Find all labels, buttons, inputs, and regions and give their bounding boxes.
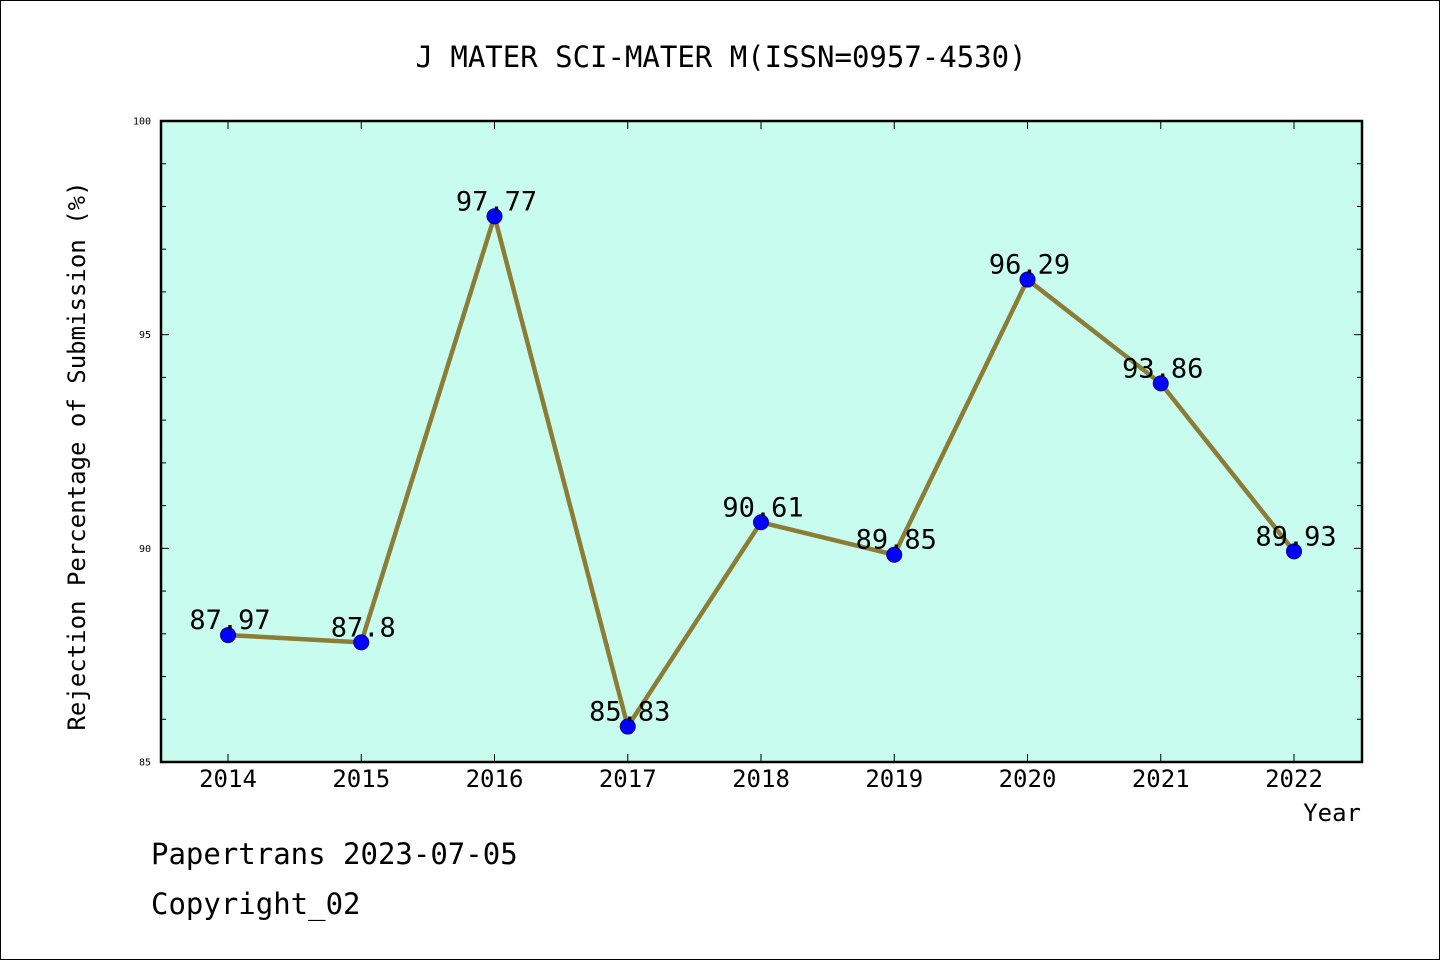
data-point xyxy=(1152,375,1169,392)
footer-source: Papertrans 2023-07-05 xyxy=(151,837,518,871)
data-point xyxy=(753,514,769,531)
x-axis-label: Year xyxy=(1303,799,1361,827)
y-tick-label: 90 xyxy=(139,544,151,555)
data-label: 85.83 xyxy=(589,697,670,728)
x-tick-label: 2022 xyxy=(1265,765,1323,793)
data-label: 89.93 xyxy=(1255,521,1336,552)
y-tick-label: 95 xyxy=(139,330,151,341)
data-label: 87.8 xyxy=(331,612,396,643)
data-point xyxy=(353,634,370,651)
x-tick-label: 2020 xyxy=(999,765,1057,793)
x-tick-label: 2014 xyxy=(199,765,257,793)
x-axis-ticks: 2014 2015 2016 2017 2018 2019 2020 2021 2022 xyxy=(199,121,1323,793)
y-tick-label: 85 xyxy=(139,758,151,769)
footer-copyright: Copyright_02 xyxy=(151,887,361,921)
data-label: 97.77 xyxy=(456,186,537,217)
x-tick-label: 2017 xyxy=(599,765,657,793)
chart-title: J MATER SCI-MATER M(ISSN=0957-4530) xyxy=(415,40,1026,74)
x-tick-label: 2021 xyxy=(1132,765,1190,793)
data-label: 96.29 xyxy=(989,250,1070,281)
data-point xyxy=(1286,543,1302,560)
data-point xyxy=(220,627,236,644)
data-point xyxy=(886,546,903,563)
data-point xyxy=(619,718,636,735)
y-tick-label: 100 xyxy=(133,117,151,128)
y-axis-label: Rejection Percentage of Submission (%) xyxy=(63,181,91,730)
x-tick-label: 2015 xyxy=(332,765,390,793)
series-markers xyxy=(220,208,1302,735)
data-label: 89.85 xyxy=(856,525,937,556)
x-tick-label: 2019 xyxy=(865,765,923,793)
data-labels: 87.97 87.8 97.77 85.83 90.61 89.85 96.29 93.86 8… xyxy=(189,186,1336,727)
x-tick-label: 2018 xyxy=(732,765,790,793)
data-label: 87.97 xyxy=(189,605,270,636)
data-label: 93.86 xyxy=(1122,353,1203,384)
data-point xyxy=(486,208,503,225)
x-tick-label: 2016 xyxy=(466,765,524,793)
data-point xyxy=(1019,271,1036,288)
data-label: 90.61 xyxy=(722,492,803,523)
plot-area xyxy=(161,121,1362,762)
plot-border xyxy=(159,119,1364,764)
